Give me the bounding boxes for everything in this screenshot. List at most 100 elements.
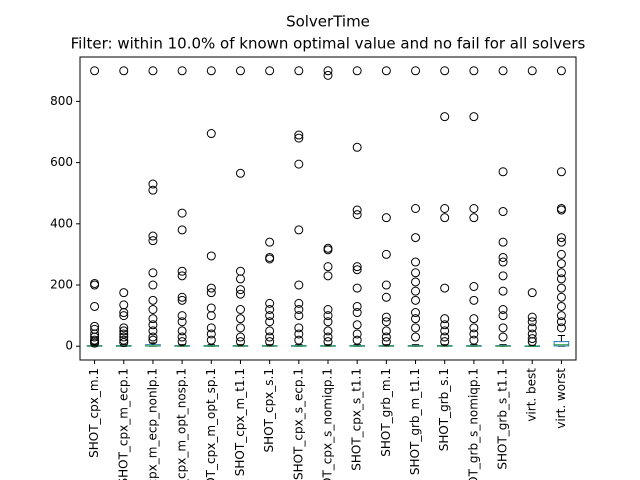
outlier xyxy=(556,323,566,333)
outlier xyxy=(556,317,566,327)
outlier xyxy=(352,335,362,345)
outlier xyxy=(556,66,566,76)
outlier xyxy=(498,167,508,177)
outlier xyxy=(381,317,391,327)
y-tick-label: 400 xyxy=(50,216,73,230)
outlier xyxy=(498,332,508,342)
outlier xyxy=(119,300,129,310)
outlier xyxy=(265,305,275,314)
outlier xyxy=(556,283,566,293)
outlier xyxy=(235,314,245,324)
x-tick-label: SHOT_grb_s_nomiqp.1 xyxy=(466,368,480,480)
outlier xyxy=(440,66,450,76)
x-tick-label: SHOT_cpx_m_t1.1 xyxy=(233,368,247,476)
outlier xyxy=(352,210,362,220)
outlier xyxy=(527,334,537,344)
outlier xyxy=(381,312,391,322)
outlier xyxy=(411,66,421,76)
outlier xyxy=(235,289,245,299)
outlier xyxy=(352,142,362,152)
x-tick-label: SHOT_cpx_m_ecp.1 xyxy=(116,368,130,480)
outlier xyxy=(177,311,187,321)
outlier xyxy=(440,314,450,324)
outlier xyxy=(177,317,187,327)
outlier xyxy=(148,236,158,246)
outlier xyxy=(177,332,187,342)
outlier xyxy=(556,249,566,259)
outlier xyxy=(469,335,479,345)
outlier xyxy=(381,280,391,290)
outlier xyxy=(411,308,421,318)
outlier xyxy=(177,225,187,235)
outlier xyxy=(469,213,479,223)
outlier xyxy=(323,317,333,327)
x-tick-label: virt. worst xyxy=(554,368,568,429)
outlier xyxy=(265,326,275,336)
outlier xyxy=(352,308,362,318)
outlier xyxy=(411,257,421,267)
outlier xyxy=(206,66,216,76)
outlier xyxy=(294,329,304,339)
outlier xyxy=(527,323,537,333)
x-tick-label: virt. best xyxy=(525,368,539,422)
outlier xyxy=(177,208,187,218)
outlier xyxy=(556,301,566,311)
outlier xyxy=(294,280,304,290)
outlier xyxy=(411,204,421,213)
outlier xyxy=(294,298,304,308)
x-tick-label: SHOT_cpx_s.1 xyxy=(262,368,276,452)
outlier xyxy=(381,292,391,302)
outlier xyxy=(440,204,450,213)
outlier xyxy=(119,323,129,333)
outlier xyxy=(527,66,537,76)
x-tick-label: SHOT_grb_s.1 xyxy=(437,368,451,451)
outlier xyxy=(498,66,508,76)
outlier xyxy=(411,268,421,278)
outlier xyxy=(235,305,245,314)
outlier xyxy=(411,277,421,287)
x-tick-label: SHOT_cpx_m.1 xyxy=(87,368,101,458)
outlier xyxy=(440,326,450,336)
outlier xyxy=(323,311,333,321)
outlier xyxy=(119,308,129,318)
outlier xyxy=(411,323,421,333)
outlier xyxy=(556,205,566,215)
outlier xyxy=(294,130,304,140)
outlier xyxy=(119,311,129,321)
outlier xyxy=(381,249,391,259)
outlier xyxy=(235,323,245,333)
outlier xyxy=(381,66,391,76)
outlier xyxy=(148,305,158,314)
outlier xyxy=(265,66,275,76)
outlier xyxy=(527,329,537,339)
outlier xyxy=(294,225,304,235)
outlier xyxy=(352,66,362,76)
outlier xyxy=(177,295,187,305)
outlier xyxy=(556,311,566,321)
x-tick-label: SHOT_grb_m.1 xyxy=(379,368,393,457)
outlier xyxy=(527,312,537,322)
x-tick-label: SHOT_cpx_s_t1.1 xyxy=(350,368,364,471)
plot-frame xyxy=(79,56,577,361)
outlier xyxy=(440,332,450,342)
outlier xyxy=(177,66,187,76)
outlier xyxy=(177,292,187,302)
box xyxy=(553,341,570,347)
outlier xyxy=(148,332,158,342)
outlier xyxy=(119,329,129,339)
outlier xyxy=(323,66,333,76)
outlier xyxy=(440,112,450,122)
outlier xyxy=(323,271,333,281)
outlier xyxy=(90,280,100,290)
outlier xyxy=(206,335,216,345)
outlier xyxy=(323,332,333,342)
y-tick-label: 600 xyxy=(50,155,73,169)
outlier xyxy=(498,237,508,247)
chart-title: SolverTime xyxy=(286,13,370,31)
outlier xyxy=(206,288,216,298)
outlier xyxy=(527,337,537,347)
outlier xyxy=(148,179,158,189)
outlier xyxy=(352,205,362,215)
outlier xyxy=(556,233,566,243)
outlier xyxy=(411,286,421,296)
